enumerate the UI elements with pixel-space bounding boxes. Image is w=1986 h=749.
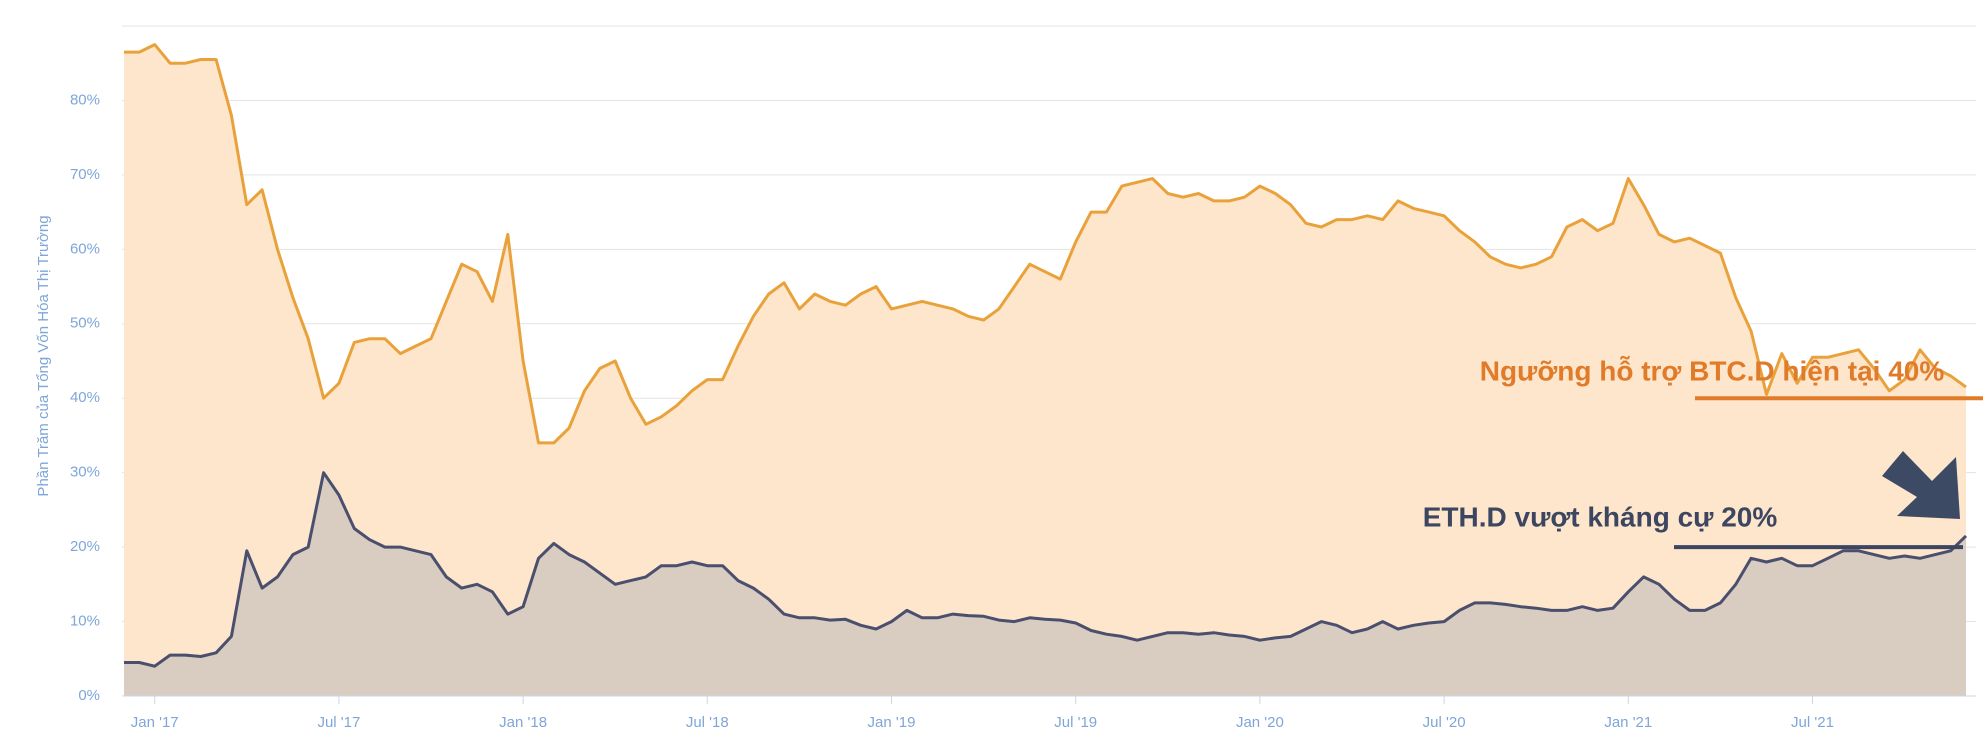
x-tick-label: Jul '17 <box>317 714 360 731</box>
y-tick-label: 60% <box>70 240 100 257</box>
y-tick-label: 80% <box>70 91 100 108</box>
y-axis-label: Phần Trăm của Tổng Vốn Hóa Thị Trường <box>35 215 52 496</box>
x-tick-label: Jul '18 <box>686 714 729 731</box>
y-tick-label: 50% <box>70 315 100 332</box>
y-tick-label: 40% <box>70 389 100 406</box>
y-tick-label: 20% <box>70 538 100 555</box>
plot-area: 0% 10% 20% 30% 40% 50% 60% 70% 80% Jan '17 Jul '17… <box>70 25 1983 731</box>
x-tick-label: Jan '21 <box>1604 714 1652 731</box>
area-fill <box>124 44 1966 697</box>
series-line <box>124 43 1967 445</box>
y-tick-label: 10% <box>70 613 100 630</box>
x-tick-label: Jan '19 <box>868 714 916 731</box>
x-tick-label: Jul '21 <box>1791 714 1834 731</box>
annotation-text: Ngưỡng hỗ trợ BTC.D hiện tại 40% <box>1480 355 1945 386</box>
y-tick-label: 30% <box>70 464 100 481</box>
x-tick-label: Jan '17 <box>131 714 179 731</box>
area-fill <box>124 472 1966 696</box>
arrow-icon <box>1882 451 1960 519</box>
annotation-text: ETH.D vượt kháng cự 20% <box>1423 501 1778 532</box>
x-tick-label: Jul '20 <box>1423 714 1466 731</box>
x-tick-label: Jan '18 <box>499 714 547 731</box>
y-tick-label: 70% <box>70 166 100 183</box>
x-tick-label: Jan '20 <box>1236 714 1284 731</box>
series-line <box>124 471 1968 668</box>
x-tick-label: Jul '19 <box>1054 714 1097 731</box>
y-tick-label: 0% <box>78 687 100 704</box>
